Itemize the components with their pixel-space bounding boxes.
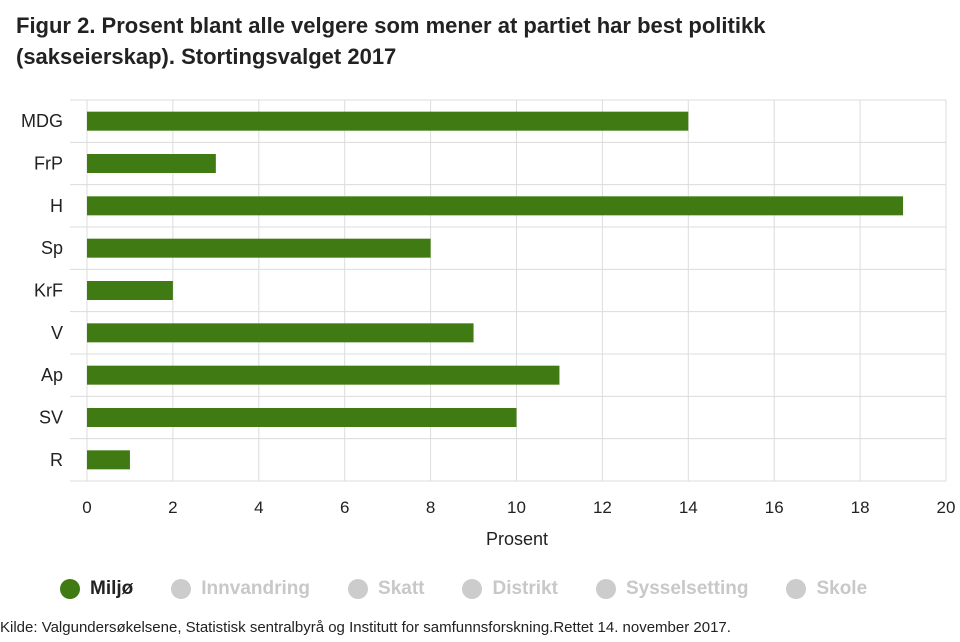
legend-label: Skatt xyxy=(378,578,425,599)
legend-label: Sysselsetting xyxy=(625,578,749,599)
legend-marker-icon xyxy=(595,579,616,599)
x-tick-label: 8 xyxy=(426,498,435,517)
source-note: Kilde: Valgundersøkelsene, Statistisk se… xyxy=(0,619,731,636)
legend-item-skole[interactable]: Skole xyxy=(786,578,867,600)
bar-krf[interactable] xyxy=(87,281,173,300)
legend: Miljø Innvandring Skatt Distrikt Sysselsetti… xyxy=(60,578,905,600)
legend-item-miljø[interactable]: Miljø xyxy=(60,578,133,600)
x-axis-label: Prosent xyxy=(486,529,548,549)
x-tick-label: 18 xyxy=(851,498,870,517)
x-tick-label: 14 xyxy=(679,498,698,517)
bar-frp[interactable] xyxy=(87,154,216,173)
bar-v[interactable] xyxy=(87,323,474,343)
category-label: R xyxy=(50,450,63,470)
bar-chart: MDG FrP H Sp KrF V Ap SV R 0 2 4 6 8 10 12 14 16 18 20 Pro… xyxy=(21,99,955,549)
legend-label: Skole xyxy=(816,578,868,599)
chart-title: Figur 2. Prosent blant alle velgere som … xyxy=(16,13,766,69)
tick-labels: 0 2 4 6 8 10 12 14 16 18 20 xyxy=(82,498,955,517)
legend-marker-icon xyxy=(348,579,369,599)
category-labels: MDG FrP H Sp KrF V Ap SV R xyxy=(21,111,63,470)
category-label: H xyxy=(50,196,63,216)
category-label: Sp xyxy=(41,238,63,258)
category-label: SV xyxy=(39,408,63,428)
legend-marker-icon xyxy=(60,579,80,599)
x-tick-label: 6 xyxy=(340,498,349,517)
category-label: Ap xyxy=(41,365,63,385)
legend-label: Innvandring xyxy=(201,578,311,599)
legend-marker-icon xyxy=(462,579,483,599)
category-label: FrP xyxy=(34,154,63,174)
legend-label: Miljø xyxy=(90,578,134,599)
bar-r[interactable] xyxy=(87,450,130,470)
legend-item-distrikt[interactable]: Distrikt xyxy=(462,578,558,600)
legend-item-sysselsetting[interactable]: Sysselsetting xyxy=(595,578,749,600)
bars-layer xyxy=(87,111,904,470)
bar-mdg[interactable] xyxy=(87,111,689,131)
bar-h[interactable] xyxy=(87,196,904,216)
x-tick-label: 10 xyxy=(507,498,526,517)
category-label: KrF xyxy=(34,281,63,301)
category-label: MDG xyxy=(21,111,63,131)
x-tick-label: 0 xyxy=(82,498,91,517)
legend-marker-icon xyxy=(786,579,807,599)
legend-item-skatt[interactable]: Skatt xyxy=(348,578,424,600)
x-tick-label: 16 xyxy=(765,498,784,517)
bar-sp[interactable] xyxy=(87,238,431,258)
x-tick-label: 4 xyxy=(254,498,263,517)
x-tick-label: 12 xyxy=(593,498,612,517)
legend-label: Distrikt xyxy=(492,578,558,599)
legend-marker-icon xyxy=(171,579,192,599)
category-label: V xyxy=(51,323,63,343)
bar-sv[interactable] xyxy=(87,408,517,427)
x-tick-label: 2 xyxy=(168,498,177,517)
legend-item-innvandring[interactable]: Innvandring xyxy=(171,578,310,600)
x-tick-label: 20 xyxy=(937,498,956,517)
bar-ap[interactable] xyxy=(87,365,560,385)
